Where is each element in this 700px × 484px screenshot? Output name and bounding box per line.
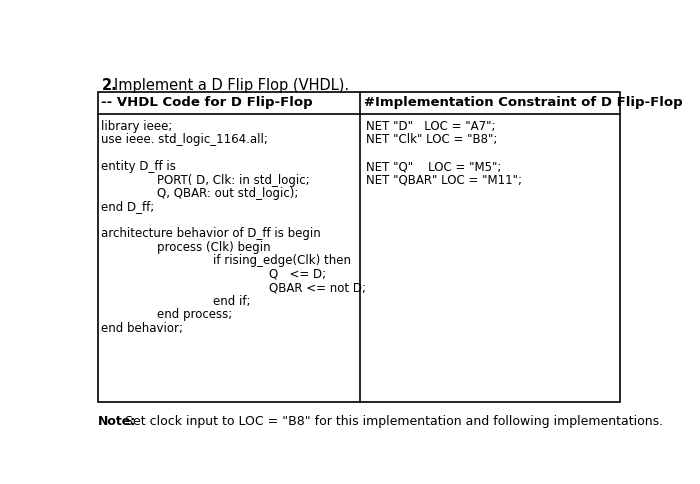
Text: Note:: Note: bbox=[97, 415, 136, 428]
Text: Implement a D Flip Flop (VHDL).: Implement a D Flip Flop (VHDL). bbox=[114, 78, 349, 93]
Text: process (Clk) begin: process (Clk) begin bbox=[158, 241, 271, 254]
Text: #Implementation Constraint of D Flip-Flop: #Implementation Constraint of D Flip-Flo… bbox=[364, 96, 682, 109]
Text: -- VHDL Code for D Flip-Flop: -- VHDL Code for D Flip-Flop bbox=[102, 96, 313, 109]
Text: use ieee. std_logic_1164.all;: use ieee. std_logic_1164.all; bbox=[102, 133, 268, 146]
Text: end process;: end process; bbox=[158, 308, 232, 321]
Text: entity D_ff is: entity D_ff is bbox=[102, 160, 176, 173]
Text: 2.: 2. bbox=[102, 78, 117, 93]
Text: QBAR <= not D;: QBAR <= not D; bbox=[269, 281, 366, 294]
Text: end if;: end if; bbox=[213, 295, 251, 308]
Text: NET "D"   LOC = "A7";: NET "D" LOC = "A7"; bbox=[367, 120, 496, 133]
Text: Set clock input to LOC = "B8" for this implementation and following implementati: Set clock input to LOC = "B8" for this i… bbox=[121, 415, 663, 428]
Text: end D_ff;: end D_ff; bbox=[102, 200, 155, 213]
Text: if rising_edge(Clk) then: if rising_edge(Clk) then bbox=[213, 255, 351, 268]
Bar bbox=[97, 92, 620, 402]
Text: library ieee;: library ieee; bbox=[102, 120, 173, 133]
Text: NET "Q"    LOC = "M5";: NET "Q" LOC = "M5"; bbox=[367, 160, 502, 173]
Text: NET "QBAR" LOC = "M11";: NET "QBAR" LOC = "M11"; bbox=[367, 174, 522, 186]
Text: Q   <= D;: Q <= D; bbox=[269, 268, 326, 281]
Text: PORT( D, Clk: in std_logic;: PORT( D, Clk: in std_logic; bbox=[158, 174, 310, 186]
Text: Q, QBAR: out std_logic);: Q, QBAR: out std_logic); bbox=[158, 187, 299, 200]
Text: architecture behavior of D_ff is begin: architecture behavior of D_ff is begin bbox=[102, 227, 321, 241]
Text: NET "Clk" LOC = "B8";: NET "Clk" LOC = "B8"; bbox=[367, 133, 498, 146]
Text: end behavior;: end behavior; bbox=[102, 322, 183, 335]
